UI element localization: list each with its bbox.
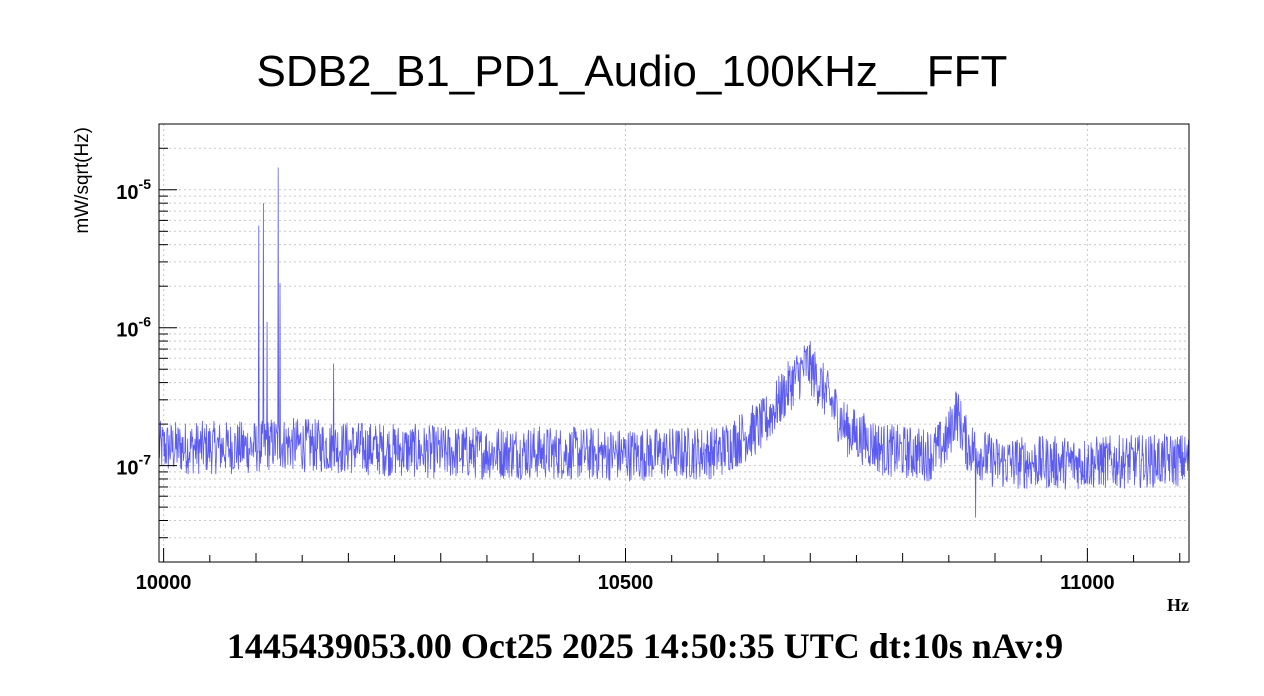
y-axis: 10-7 10-6 10-5 <box>116 147 177 563</box>
y-tick-label: 10-6 <box>116 314 151 342</box>
x-axis: 10000 10500 11000 <box>136 548 1181 594</box>
x-tick-label: 11000 <box>1060 572 1115 594</box>
y-tick-label: 10-5 <box>116 176 151 204</box>
x-axis-title: Hz <box>1167 595 1189 615</box>
x-tick-label: 10500 <box>598 572 654 594</box>
y-axis-title: mW/sqrt(Hz) <box>72 127 93 234</box>
x-tick-label: 10000 <box>136 572 192 594</box>
fft-series-line <box>158 167 1190 518</box>
plot-frame <box>158 123 1190 563</box>
chart-title: SDB2_B1_PD1_Audio_100KHz__FFT <box>256 47 1008 96</box>
timestamp-footer: 1445439053.00 Oct25 2025 14:50:35 UTC dt… <box>226 626 1064 666</box>
y-tick-label: 10-7 <box>116 452 151 480</box>
grid-lines <box>159 124 1189 563</box>
fft-trace <box>158 167 1190 518</box>
